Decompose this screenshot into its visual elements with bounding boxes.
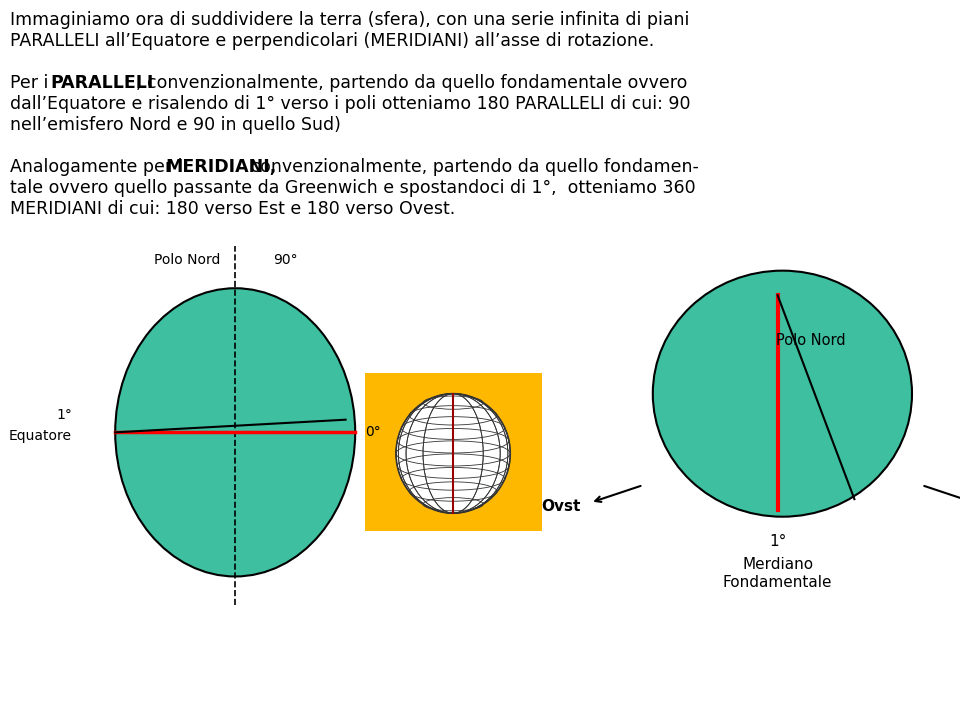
Text: Ovst: Ovst (541, 498, 581, 514)
Text: dall’Equatore e risalendo di 1° verso i poli otteniamo 180 PARALLELI di cui: 90: dall’Equatore e risalendo di 1° verso i … (10, 95, 690, 113)
Text: Equatore: Equatore (9, 429, 72, 443)
Text: PARALLELI: PARALLELI (50, 74, 154, 92)
Ellipse shape (115, 288, 355, 576)
Ellipse shape (396, 394, 511, 513)
Text: Per i: Per i (10, 74, 54, 92)
Text: Polo Nord: Polo Nord (777, 333, 846, 349)
Text: 1°: 1° (56, 408, 72, 422)
Text: convenzionalmente, partendo da quello fondamen-: convenzionalmente, partendo da quello fo… (245, 158, 699, 176)
Text: 90°: 90° (274, 253, 299, 267)
Ellipse shape (653, 271, 912, 517)
Text: Merdiano
Fondamentale: Merdiano Fondamentale (723, 557, 832, 590)
Text: MERIDIANI,: MERIDIANI, (165, 158, 276, 176)
Text: Immaginiamo ora di suddividere la terra (sfera), con una serie infinita di piani: Immaginiamo ora di suddividere la terra … (10, 11, 689, 29)
Text: , convenzionalmente, partendo da quello fondamentale ovvero: , convenzionalmente, partendo da quello … (136, 74, 687, 92)
Text: Polo Nord: Polo Nord (154, 253, 221, 267)
Text: tale ovvero quello passante da Greenwich e spostandoci di 1°,  otteniamo 360: tale ovvero quello passante da Greenwich… (10, 179, 695, 198)
Text: nell’emisfero Nord e 90 in quello Sud): nell’emisfero Nord e 90 in quello Sud) (10, 116, 341, 134)
Text: Analogamente per i: Analogamente per i (10, 158, 187, 176)
Text: PARALLELI all’Equatore e perpendicolari (MERIDIANI) all’asse di rotazione.: PARALLELI all’Equatore e perpendicolari … (10, 32, 654, 50)
Text: MERIDIANI di cui: 180 verso Est e 180 verso Ovest.: MERIDIANI di cui: 180 verso Est e 180 ve… (10, 200, 455, 219)
Text: 1°: 1° (769, 534, 786, 549)
Text: 0°: 0° (365, 425, 380, 439)
Bar (365, 373, 542, 531)
